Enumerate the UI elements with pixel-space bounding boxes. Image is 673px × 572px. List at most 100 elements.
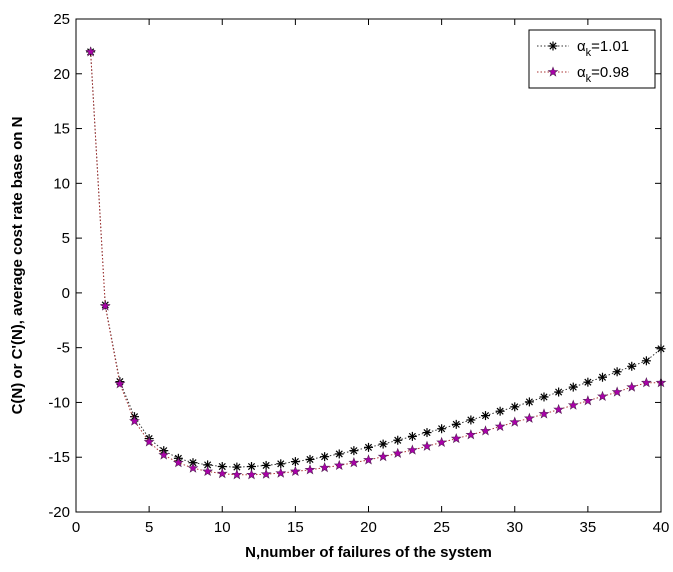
data-point [538, 408, 550, 419]
data-point [348, 457, 360, 468]
data-point [451, 419, 461, 429]
x-tick-label: 35 [580, 519, 597, 536]
data-point [567, 399, 579, 410]
legend-label-value: =1.01 [591, 38, 629, 55]
data-point [216, 467, 228, 479]
legend-box [528, 29, 656, 89]
data-point [275, 467, 287, 478]
data-point [333, 459, 345, 471]
y-tick-label: 0 [62, 285, 70, 302]
data-point [377, 451, 389, 462]
data-point [494, 420, 506, 432]
data-point [99, 300, 111, 311]
data-point [598, 372, 607, 382]
data-point [378, 439, 388, 449]
data-point [407, 431, 417, 441]
data-point [641, 356, 651, 366]
data-point [393, 435, 403, 445]
legend-label-subscript: k [586, 47, 592, 59]
data-point [114, 378, 126, 389]
data-point [465, 429, 477, 440]
legend-label-base: α [577, 64, 586, 81]
x-tick-label: 30 [506, 519, 523, 536]
plot-layer [85, 46, 667, 480]
data-point [421, 440, 433, 451]
x-tick-label: 0 [72, 519, 80, 536]
x-tick-label: 40 [653, 519, 670, 536]
x-tick-label: 5 [145, 519, 153, 536]
data-point [363, 454, 374, 465]
data-point [187, 462, 199, 473]
data-point [524, 397, 534, 407]
legend-marker [547, 66, 559, 77]
data-point [582, 395, 594, 406]
y-tick-label: 15 [53, 121, 70, 138]
data-point [406, 444, 418, 455]
y-tick-label: 10 [53, 175, 70, 192]
data-point [290, 457, 300, 467]
y-tick-label: -15 [48, 449, 70, 466]
data-point [246, 469, 257, 480]
y-tick-label: -20 [48, 504, 70, 521]
data-point [260, 468, 272, 479]
data-point [495, 406, 505, 416]
data-point [158, 449, 170, 460]
data-point [554, 387, 564, 397]
data-point [202, 465, 214, 477]
series-2 [85, 46, 667, 480]
data-point [305, 454, 315, 464]
data-point [510, 402, 520, 412]
legend-label: αk=1.01 [577, 38, 629, 59]
data-point [232, 462, 242, 472]
data-point [583, 377, 593, 387]
data-point [392, 447, 404, 458]
data-point [436, 436, 448, 448]
data-point [231, 469, 243, 480]
data-point [319, 461, 331, 473]
axes-layer: 0 5 10 15 20 25 30 35 40 -20 -15 -10 -5 0 5 10 15 20 25 [48, 11, 669, 536]
x-tick-label: 10 [214, 519, 231, 536]
y-tick-label: -5 [57, 340, 70, 357]
series-1 [86, 47, 666, 472]
data-point [626, 381, 638, 392]
y-tick-label: -10 [48, 394, 70, 411]
data-point [129, 415, 140, 426]
data-point [539, 392, 549, 402]
data-point [523, 412, 535, 423]
data-point [627, 361, 637, 371]
data-point [480, 425, 491, 436]
data-point [611, 386, 623, 397]
data-point [597, 390, 608, 402]
data-point [437, 424, 447, 434]
data-point [466, 415, 476, 425]
data-point [640, 377, 652, 388]
data-point [261, 460, 271, 470]
x-tick-label: 20 [360, 519, 377, 536]
data-point [450, 432, 462, 444]
y-axis-title: C(N) or C'(N), average cost rate base on… [9, 117, 26, 415]
data-point [276, 459, 286, 469]
data-point [568, 382, 578, 392]
y-tick-label: 25 [53, 11, 70, 28]
y-tick-label: 20 [53, 66, 70, 83]
x-tick-label: 25 [433, 519, 450, 536]
data-point [217, 462, 227, 472]
data-point [553, 403, 565, 415]
series-line [90, 51, 662, 468]
data-point [364, 442, 373, 452]
data-point [612, 367, 622, 377]
legend-label-value: =0.98 [591, 64, 629, 81]
legend-marker [548, 41, 558, 51]
data-point [422, 428, 432, 438]
data-point [304, 464, 316, 475]
data-point [481, 411, 490, 421]
plot-frame [75, 18, 662, 513]
legend-label-base: α [577, 38, 586, 55]
legend-label-subscript: k [586, 73, 592, 85]
data-point [85, 46, 97, 57]
data-point [143, 436, 155, 447]
series-line [90, 51, 661, 476]
